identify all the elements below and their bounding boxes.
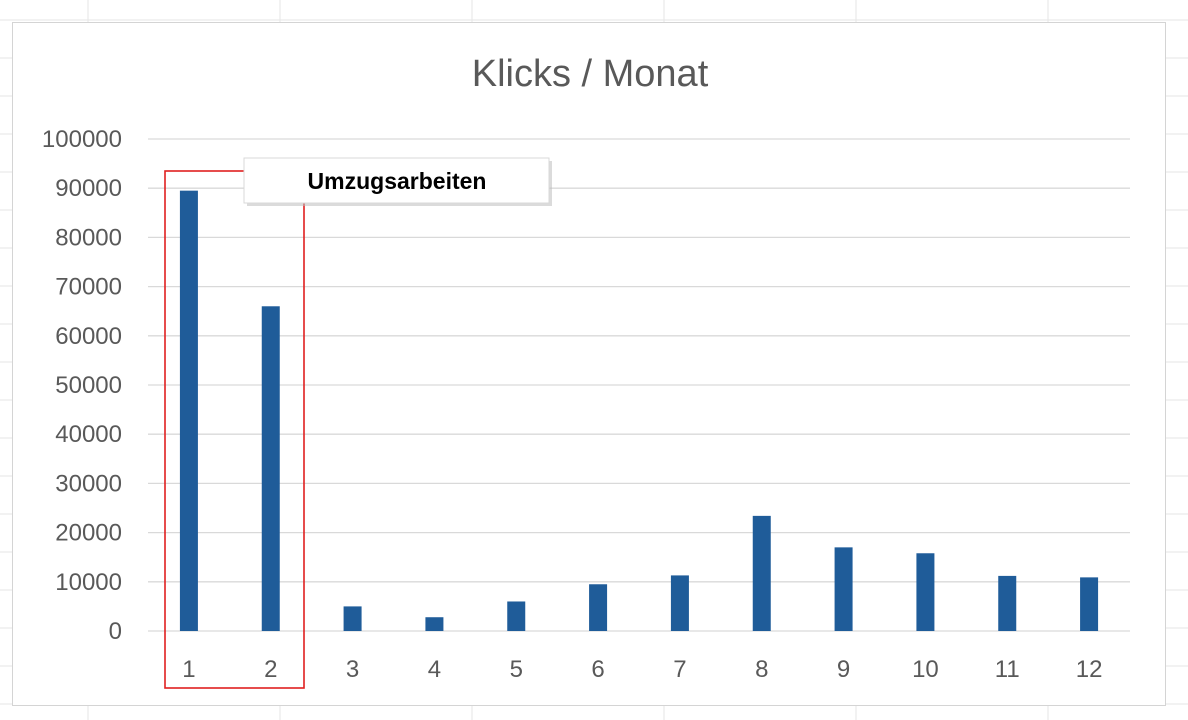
annotation-callout-box: [243, 157, 550, 204]
x-axis-tick-labels: 1 2 3 4 5 6 7 8 9 10 11 12: [182, 656, 1102, 683]
annotation-label: Umzugsarbeiten: [308, 168, 487, 194]
bar-month-4: [425, 617, 444, 631]
bar-month-3: [343, 606, 362, 631]
y-tick-label: 60000: [55, 323, 122, 350]
x-tick-label: 9: [837, 656, 850, 683]
x-tick-label: 1: [182, 656, 195, 683]
bar-month-9: [834, 547, 853, 631]
chart-title: Klicks / Monat: [472, 53, 709, 95]
annotation-callout: Umzugsarbeiten: [243, 157, 552, 206]
x-tick-label: 7: [673, 656, 686, 683]
y-tick-label: 70000: [55, 274, 122, 301]
x-tick-label: 6: [591, 656, 604, 683]
gridlines: [148, 138, 1130, 632]
y-tick-label: 30000: [55, 470, 122, 497]
bar-month-6: [589, 584, 608, 631]
y-tick-label: 10000: [55, 569, 122, 596]
bar-series: [179, 190, 1099, 631]
y-tick-label: 20000: [55, 520, 122, 547]
y-tick-label: 0: [109, 618, 122, 645]
highlight-box: [164, 170, 305, 689]
bar-month-7: [670, 575, 689, 631]
bar-month-11: [998, 575, 1017, 631]
y-tick-label: 50000: [55, 372, 122, 399]
x-tick-label: 5: [510, 656, 523, 683]
bar-month-2: [261, 306, 280, 631]
x-tick-label: 11: [995, 656, 1020, 683]
bar-month-1: [179, 190, 198, 631]
bar-month-5: [507, 601, 526, 631]
x-tick-label: 12: [1076, 656, 1103, 683]
y-tick-label: 90000: [55, 175, 122, 202]
y-tick-label: 80000: [55, 224, 122, 251]
bar-month-10: [916, 553, 935, 631]
x-tick-label: 8: [755, 656, 768, 683]
x-tick-label: 2: [264, 656, 277, 683]
y-tick-label: 40000: [55, 421, 122, 448]
bar-month-8: [752, 515, 771, 631]
x-tick-label: 10: [912, 656, 939, 683]
y-axis-tick-labels: 0 10000 20000 30000 40000 50000 60000 70000 8000…: [42, 126, 122, 645]
x-tick-label: 4: [428, 656, 441, 683]
chart-area[interactable]: [12, 22, 1166, 706]
x-tick-label: 3: [346, 656, 359, 683]
bar-month-12: [1080, 577, 1099, 631]
y-tick-label: 100000: [42, 126, 122, 153]
